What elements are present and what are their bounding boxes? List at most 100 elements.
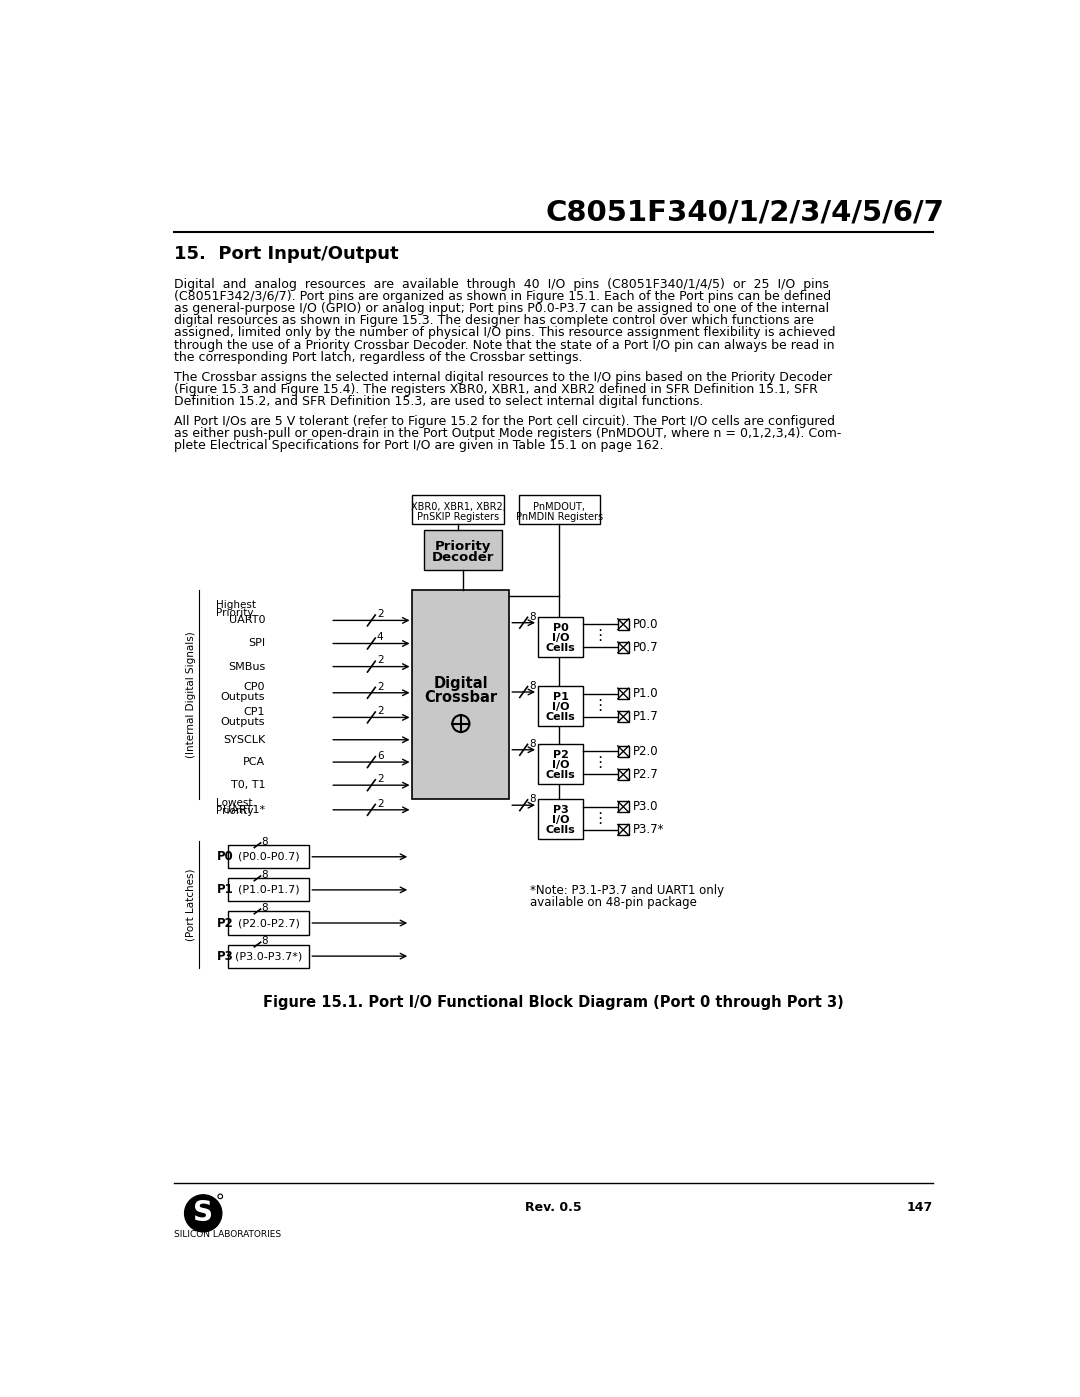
Text: digital resources as shown in Figure 15.3. The designer has complete control ove: digital resources as shown in Figure 15.…: [174, 314, 813, 327]
Text: ⋮: ⋮: [592, 629, 608, 643]
Text: I/O: I/O: [552, 703, 569, 712]
Text: Lowest: Lowest: [216, 798, 253, 807]
Text: (P3.0-P3.7*): (P3.0-P3.7*): [235, 951, 302, 961]
Text: CP1: CP1: [244, 707, 266, 717]
Text: I/O: I/O: [552, 633, 569, 643]
Bar: [618, 824, 629, 835]
Text: 8: 8: [261, 837, 268, 847]
Text: (P0.0-P0.7): (P0.0-P0.7): [238, 852, 299, 862]
Bar: [618, 689, 629, 698]
Circle shape: [185, 1194, 221, 1232]
Text: (Internal Digital Signals): (Internal Digital Signals): [186, 631, 195, 757]
Text: Outputs: Outputs: [220, 717, 266, 726]
Text: assigned, limited only by the number of physical I/O pins. This resource assignm: assigned, limited only by the number of …: [174, 327, 835, 339]
Text: PCA: PCA: [243, 757, 266, 767]
Text: P2.7: P2.7: [633, 768, 659, 781]
Text: ⋮: ⋮: [592, 697, 608, 712]
Text: Priority: Priority: [434, 539, 491, 553]
Text: PnMDOUT,: PnMDOUT,: [534, 502, 585, 511]
Text: SMBus: SMBus: [228, 662, 266, 672]
Text: Priority: Priority: [216, 609, 254, 619]
Bar: [618, 768, 629, 780]
Text: The Crossbar assigns the selected internal digital resources to the I/O pins bas: The Crossbar assigns the selected intern…: [174, 370, 832, 384]
Text: P2: P2: [216, 916, 233, 929]
Text: 147: 147: [907, 1200, 933, 1214]
Text: P0.7: P0.7: [633, 641, 659, 654]
Text: ⋮: ⋮: [592, 810, 608, 826]
Text: I/O: I/O: [552, 816, 569, 826]
Text: C8051F340/1/2/3/4/5/6/7: C8051F340/1/2/3/4/5/6/7: [545, 198, 945, 226]
Text: as either push-pull or open-drain in the Port Output Mode registers (PnMDOUT, wh: as either push-pull or open-drain in the…: [174, 427, 841, 440]
Bar: [538, 799, 583, 840]
Bar: [618, 802, 629, 812]
Text: SPI: SPI: [248, 638, 266, 648]
Bar: [228, 944, 309, 968]
Text: Decoder: Decoder: [432, 550, 494, 564]
Text: as general-purpose I/O (GPIO) or analog input; Port pins P0.0-P3.7 can be assign: as general-purpose I/O (GPIO) or analog …: [174, 302, 828, 316]
Text: Digital  and  analog  resources  are  available  through  40  I/O  pins  (C8051F: Digital and analog resources are availab…: [174, 278, 828, 291]
Text: 8: 8: [529, 739, 536, 749]
Text: 8: 8: [529, 612, 536, 622]
Bar: [228, 911, 309, 935]
Text: (Figure 15.3 and Figure 15.4). The registers XBR0, XBR1, and XBR2 defined in SFR: (Figure 15.3 and Figure 15.4). The regis…: [174, 383, 818, 395]
Text: P3: P3: [553, 805, 568, 816]
Bar: [228, 845, 309, 869]
Text: P0.0: P0.0: [633, 617, 659, 631]
Bar: [518, 495, 600, 524]
Text: Cells: Cells: [545, 643, 576, 652]
Text: 4: 4: [377, 633, 383, 643]
Bar: [618, 619, 629, 630]
Text: P0: P0: [216, 851, 233, 863]
Text: through the use of a Priority Crossbar Decoder. Note that the state of a Port I/: through the use of a Priority Crossbar D…: [174, 338, 834, 352]
Text: 6: 6: [377, 752, 383, 761]
Bar: [618, 643, 629, 652]
Text: 2: 2: [377, 609, 383, 619]
Text: P1.7: P1.7: [633, 710, 659, 724]
Text: SILICON LABORATORIES: SILICON LABORATORIES: [174, 1229, 281, 1239]
Text: Rev. 0.5: Rev. 0.5: [525, 1200, 582, 1214]
Text: Cells: Cells: [545, 770, 576, 780]
Text: T0, T1: T0, T1: [231, 780, 266, 791]
Text: UART1*: UART1*: [224, 805, 266, 814]
Bar: [413, 495, 504, 524]
Text: (Port Latches): (Port Latches): [186, 869, 195, 940]
Text: 2: 2: [377, 774, 383, 784]
Text: S: S: [193, 1199, 213, 1228]
Bar: [538, 686, 583, 726]
Text: 8: 8: [529, 793, 536, 805]
Text: 2: 2: [377, 799, 383, 809]
Text: 8: 8: [261, 904, 268, 914]
Text: 8: 8: [261, 870, 268, 880]
Text: I/O: I/O: [552, 760, 569, 770]
Text: P3.7*: P3.7*: [633, 823, 665, 837]
Text: 2: 2: [377, 707, 383, 717]
Bar: [618, 711, 629, 722]
Text: (P2.0-P2.7): (P2.0-P2.7): [238, 918, 299, 928]
Text: the corresponding Port latch, regardless of the Crossbar settings.: the corresponding Port latch, regardless…: [174, 351, 582, 363]
Text: PnSKIP Registers: PnSKIP Registers: [417, 511, 499, 522]
Bar: [618, 746, 629, 757]
Text: 2: 2: [377, 682, 383, 692]
Text: All Port I/Os are 5 V tolerant (refer to Figure 15.2 for the Port cell circuit).: All Port I/Os are 5 V tolerant (refer to…: [174, 415, 835, 427]
Text: 8: 8: [261, 936, 268, 947]
Text: P0: P0: [553, 623, 568, 633]
Text: Digital: Digital: [433, 676, 488, 692]
Text: Cells: Cells: [545, 826, 576, 835]
Text: 2: 2: [377, 655, 383, 665]
Text: ⋮: ⋮: [592, 756, 608, 770]
Text: UART0: UART0: [229, 616, 266, 626]
Bar: [413, 590, 510, 799]
Text: CP0: CP0: [244, 682, 266, 693]
Bar: [538, 616, 583, 657]
Text: 8: 8: [529, 680, 536, 692]
Text: *Note: P3.1-P3.7 and UART1 only: *Note: P3.1-P3.7 and UART1 only: [530, 884, 725, 897]
Text: XBR0, XBR1, XBR2,: XBR0, XBR1, XBR2,: [410, 502, 505, 511]
Text: P1: P1: [553, 692, 568, 703]
Text: P2: P2: [553, 750, 568, 760]
Text: plete Electrical Specifications for Port I/O are given in Table 15.1 on page 162: plete Electrical Specifications for Port…: [174, 439, 663, 453]
Text: Definition 15.2, and SFR Definition 15.3, are used to select internal digital fu: Definition 15.2, and SFR Definition 15.3…: [174, 395, 703, 408]
Text: Cells: Cells: [545, 712, 576, 722]
Text: Highest: Highest: [216, 599, 256, 610]
Bar: [538, 743, 583, 784]
Text: P1: P1: [216, 883, 233, 897]
